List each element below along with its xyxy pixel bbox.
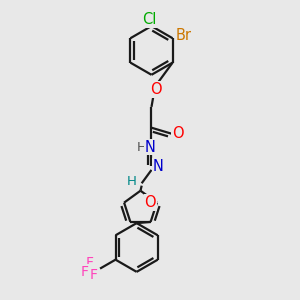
Text: O: O [145,195,156,210]
Text: F: F [89,268,98,282]
Text: N: N [145,140,155,154]
Text: Cl: Cl [142,12,156,27]
Text: O: O [172,126,184,141]
Text: F: F [86,256,94,270]
Text: O: O [150,82,162,97]
Text: H: H [137,140,147,154]
Text: N: N [153,159,164,174]
Text: Br: Br [176,28,192,44]
Text: F: F [81,265,88,279]
Text: H: H [127,175,137,188]
